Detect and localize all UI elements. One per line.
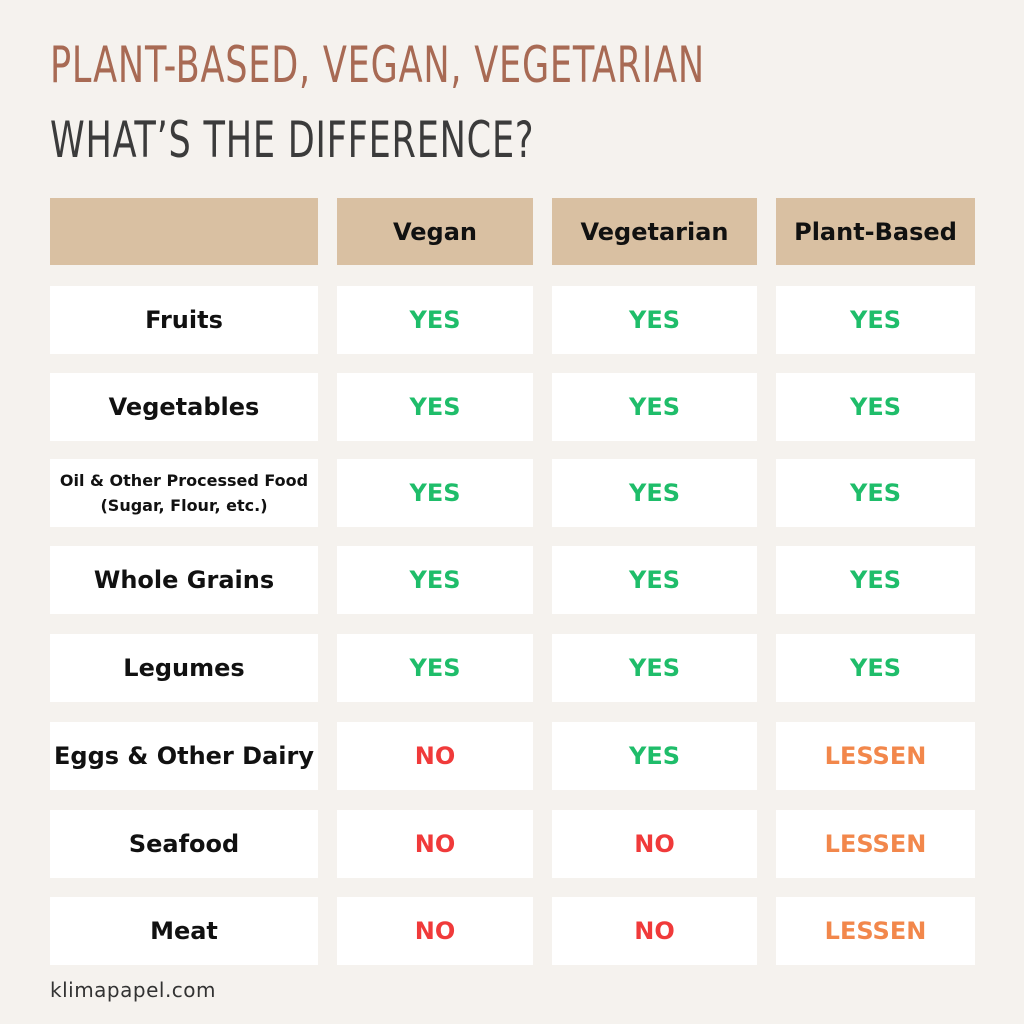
value-cell: YES — [552, 286, 757, 354]
row-label: Vegetables — [50, 373, 318, 441]
value-cell: YES — [776, 634, 975, 702]
row-label: Oil & Other Processed Food (Sugar, Flour,… — [50, 459, 318, 527]
header-vegetarian: Vegetarian — [552, 198, 757, 265]
value-cell: YES — [776, 546, 975, 614]
header-blank-cell — [50, 198, 318, 265]
row-label-line2: (Sugar, Flour, etc.) — [100, 496, 268, 515]
row-label: Whole Grains — [50, 546, 318, 614]
page-title: PLANT-BASED, VEGAN, VEGETARIAN — [50, 36, 705, 94]
row-label-line1: Oil & Other Processed Food — [59, 471, 309, 490]
value-cell: LESSEN — [776, 810, 975, 878]
value-cell: YES — [776, 286, 975, 354]
value-cell: NO — [337, 897, 533, 965]
row-label: Meat — [50, 897, 318, 965]
value-cell: NO — [552, 897, 757, 965]
value-cell: YES — [552, 634, 757, 702]
value-cell: YES — [552, 546, 757, 614]
value-cell: YES — [337, 373, 533, 441]
value-cell: YES — [776, 373, 975, 441]
row-label: Seafood — [50, 810, 318, 878]
footer-site: klimapapel.com — [50, 978, 217, 1002]
row-label: Fruits — [50, 286, 318, 354]
value-cell: NO — [337, 722, 533, 790]
value-cell: YES — [552, 722, 757, 790]
row-label: Legumes — [50, 634, 318, 702]
value-cell: LESSEN — [776, 722, 975, 790]
value-cell: YES — [552, 373, 757, 441]
value-cell: YES — [552, 459, 757, 527]
header-vegan: Vegan — [337, 198, 533, 265]
value-cell: LESSEN — [776, 897, 975, 965]
value-cell: YES — [337, 286, 533, 354]
row-label: Eggs & Other Dairy — [50, 722, 318, 790]
header-plant-based: Plant-Based — [776, 198, 975, 265]
value-cell: YES — [337, 546, 533, 614]
value-cell: NO — [552, 810, 757, 878]
page-subtitle: WHAT’S THE DIFFERENCE? — [50, 111, 535, 169]
value-cell: NO — [337, 810, 533, 878]
value-cell: YES — [337, 459, 533, 527]
value-cell: YES — [776, 459, 975, 527]
value-cell: YES — [337, 634, 533, 702]
